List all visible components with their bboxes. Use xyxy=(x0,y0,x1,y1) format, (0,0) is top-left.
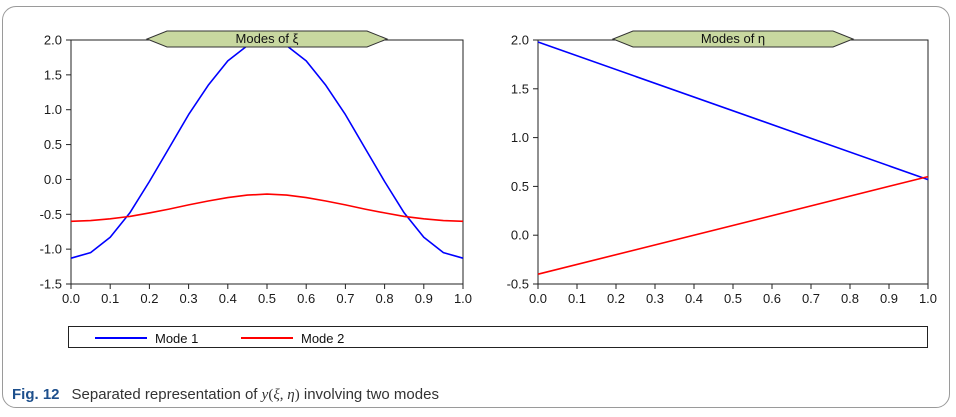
chart-2-x-tick-label: 0.3 xyxy=(646,291,664,306)
chart-2-y-tick-label: 0.5 xyxy=(511,179,529,194)
chart-2-x-tick-label: 0.0 xyxy=(529,291,547,306)
chart-2-title-banner xyxy=(611,30,855,48)
caption-arg-eta: η xyxy=(287,387,295,403)
chart-2-x-tick-label: 0.4 xyxy=(685,291,703,306)
chart-1-plot-area xyxy=(70,39,464,285)
chart-2-y-tick-label: 2.0 xyxy=(511,33,529,48)
chart-2-y-tick-label: -0.5 xyxy=(507,277,529,292)
chart-2-x-tick-label: 0.7 xyxy=(802,291,820,306)
chart-2-series-mode-1 xyxy=(537,41,929,181)
caption-comma: , xyxy=(279,387,288,403)
chart-2-series-mode-2 xyxy=(537,175,929,275)
chart-2-y-tick-label: 1.5 xyxy=(511,81,529,96)
legend-swatch-mode-2 xyxy=(241,337,293,339)
legend-item-mode-1: Mode 1 xyxy=(95,330,198,346)
chart-2-y-tick-label: 0.0 xyxy=(511,228,529,243)
chart-1-y-tick-label: 1.5 xyxy=(44,67,62,82)
chart-1-x-tick-label: 0.5 xyxy=(258,291,276,306)
chart-2-x-tick-label: 0.2 xyxy=(607,291,625,306)
chart-1-y-tick-label: 0.5 xyxy=(44,137,62,152)
chart-1-y-tick-label: -1.0 xyxy=(40,242,62,257)
figure-label: Fig. 12 xyxy=(12,386,60,403)
chart-2-x-tick-label: 0.6 xyxy=(763,291,781,306)
chart-1-y-tick-label: 0.0 xyxy=(44,172,62,187)
caption-text-after: involving two modes xyxy=(299,386,439,403)
legend-label-mode-2: Mode 2 xyxy=(301,330,345,346)
chart-2-title: Modes of η xyxy=(701,31,765,46)
caption-func: y xyxy=(261,387,269,403)
chart-1-x-tick-label: 0.6 xyxy=(297,291,315,306)
caption-open-paren: ( xyxy=(268,387,274,403)
chart-1-y-tick-label: -1.5 xyxy=(40,277,62,292)
legend-label-mode-1: Mode 1 xyxy=(155,330,199,346)
caption-arg-xi: ξ xyxy=(273,387,280,403)
chart-1-x-tick-label: 0.7 xyxy=(336,291,354,306)
legend-item-mode-2: Mode 2 xyxy=(241,330,344,346)
chart-1-x-tick-label: 0.0 xyxy=(62,291,80,306)
caption-close-paren: ) xyxy=(294,387,300,403)
chart-2-y-tick-label: 1.0 xyxy=(511,130,529,145)
chart-1-title-banner xyxy=(145,30,389,48)
chart-1-y-tick-label: 1.0 xyxy=(44,102,62,117)
chart-1-series-mode-2 xyxy=(70,193,464,223)
legend: Mode 1 Mode 2 xyxy=(68,326,928,348)
chart-2-x-tick-label: 0.9 xyxy=(880,291,898,306)
chart-2-x-tick-label: 1.0 xyxy=(919,291,937,306)
caption-text-before: Separated representation of xyxy=(71,386,262,403)
chart-2-x-tick-label: 0.5 xyxy=(724,291,742,306)
chart-1-x-tick-label: 0.9 xyxy=(415,291,433,306)
chart-1-x-tick-label: 1.0 xyxy=(454,291,472,306)
chart-1-x-tick-label: 0.2 xyxy=(140,291,158,306)
chart-1-x-tick-label: 0.3 xyxy=(180,291,198,306)
chart-1-y-tick-label: 2.0 xyxy=(44,33,62,48)
chart-1-series-mode-1 xyxy=(70,40,464,259)
figure-caption: Fig. 12 Separated representation of y(ξ, … xyxy=(12,386,439,404)
chart-2-plot-area xyxy=(537,39,929,285)
legend-swatch-mode-1 xyxy=(95,337,147,339)
chart-1-y-tick-label: -0.5 xyxy=(40,207,62,222)
chart-2-x-tick-label: 0.1 xyxy=(568,291,586,306)
chart-1-x-tick-label: 0.1 xyxy=(101,291,119,306)
chart-1-title: Modes of ξ xyxy=(236,31,299,46)
chart-1-x-tick-label: 0.8 xyxy=(376,291,394,306)
chart-2-x-tick-label: 0.8 xyxy=(841,291,859,306)
chart-1-x-tick-label: 0.4 xyxy=(219,291,237,306)
